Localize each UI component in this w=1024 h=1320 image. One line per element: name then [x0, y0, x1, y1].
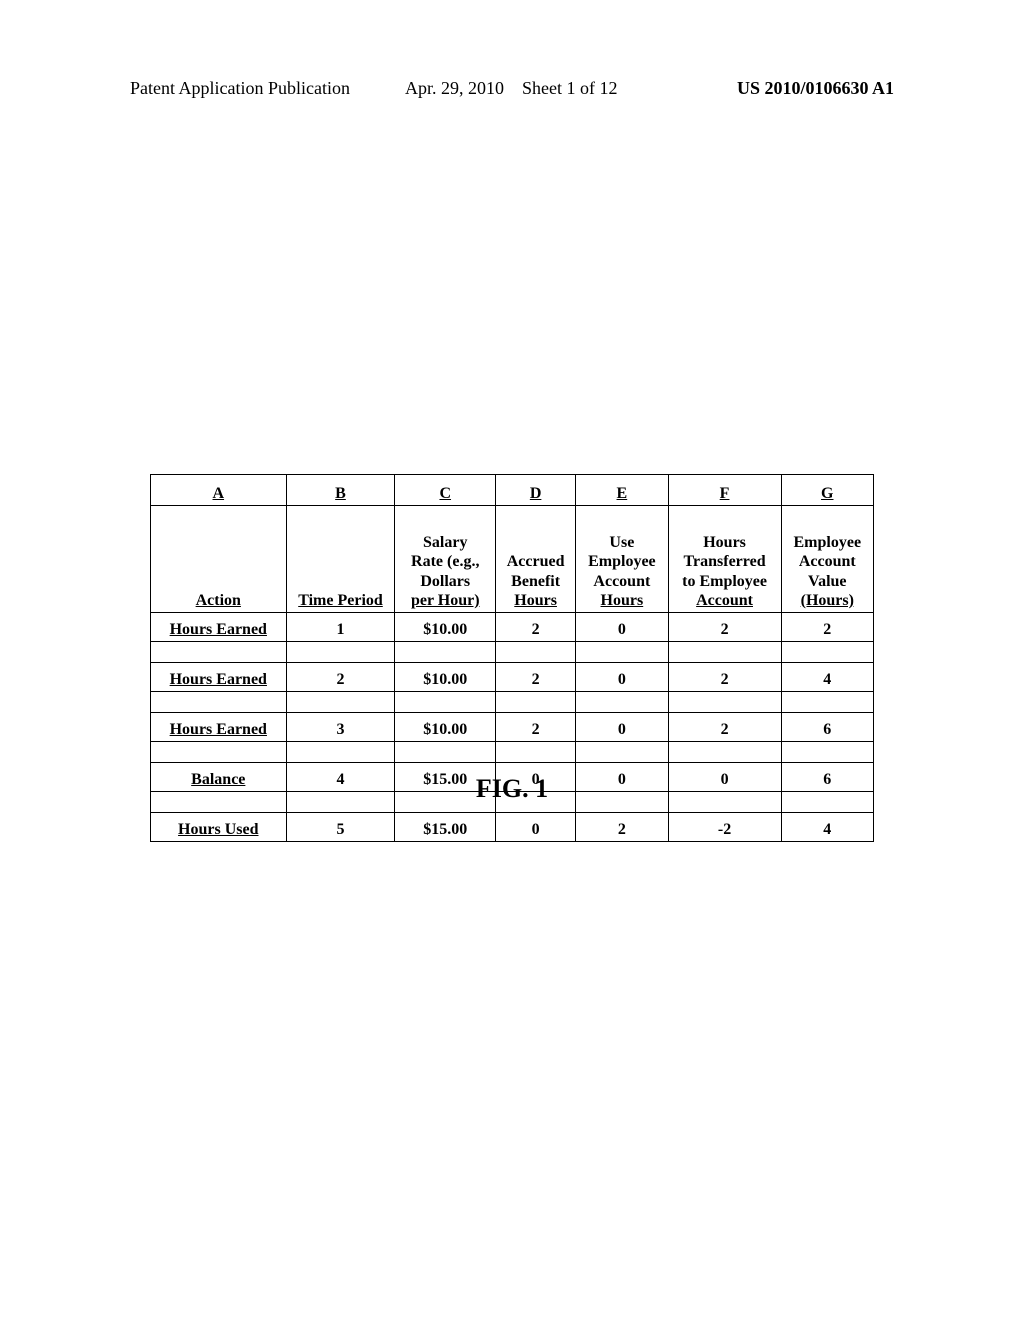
- col-header: SalaryRate (e.g.,Dollarsper Hour): [395, 506, 496, 613]
- cell: 2: [496, 663, 576, 692]
- cell: 0: [576, 663, 668, 692]
- table-row: Hours Earned 1 $10.00 2 0 2 2: [151, 613, 874, 642]
- table-row: Hours Earned 3 $10.00 2 0 2 6: [151, 713, 874, 742]
- col-letter: E: [576, 475, 668, 506]
- cell: 2: [781, 613, 873, 642]
- col-letter: C: [395, 475, 496, 506]
- col-letter: B: [286, 475, 395, 506]
- cell: 4: [781, 813, 873, 842]
- spacer-row: [151, 642, 874, 663]
- spacer-row: [151, 742, 874, 763]
- figure-caption: FIG. 1: [0, 774, 1024, 804]
- cell: $10.00: [395, 713, 496, 742]
- cell: $10.00: [395, 663, 496, 692]
- patent-page: Patent Application Publication Apr. 29, …: [0, 0, 1024, 1320]
- col-letter: D: [496, 475, 576, 506]
- col-letter: A: [151, 475, 287, 506]
- header-left: Patent Application Publication: [130, 78, 350, 99]
- action-cell: Hours Earned: [151, 613, 287, 642]
- spacer-row: [151, 692, 874, 713]
- table-row: Hours Earned 2 $10.00 2 0 2 4: [151, 663, 874, 692]
- action-cell: Hours Used: [151, 813, 287, 842]
- cell: 3: [286, 713, 395, 742]
- cell: -2: [668, 813, 781, 842]
- col-header: Time Period: [286, 506, 395, 613]
- col-header: AccruedBenefitHours: [496, 506, 576, 613]
- header-sheet: Sheet 1 of 12: [522, 78, 617, 98]
- cell: 0: [576, 613, 668, 642]
- cell: 0: [496, 813, 576, 842]
- action-cell: Hours Earned: [151, 713, 287, 742]
- col-header: Action: [151, 506, 287, 613]
- cell: 2: [668, 713, 781, 742]
- col-header: UseEmployeeAccountHours: [576, 506, 668, 613]
- cell: 2: [496, 613, 576, 642]
- col-letter: F: [668, 475, 781, 506]
- cell: 0: [576, 713, 668, 742]
- cell: 4: [781, 663, 873, 692]
- col-header: HoursTransferredto EmployeeAccount: [668, 506, 781, 613]
- table-row: Hours Used 5 $15.00 0 2 -2 4: [151, 813, 874, 842]
- cell: 2: [668, 663, 781, 692]
- column-letter-row: A B C D E F G: [151, 475, 874, 506]
- cell: 2: [496, 713, 576, 742]
- column-header-row: Action Time Period SalaryRate (e.g.,Doll…: [151, 506, 874, 613]
- header-date: Apr. 29, 2010: [405, 78, 504, 98]
- col-letter: G: [781, 475, 873, 506]
- header-center: Apr. 29, 2010 Sheet 1 of 12: [405, 78, 617, 99]
- cell: $15.00: [395, 813, 496, 842]
- cell: 2: [576, 813, 668, 842]
- action-cell: Hours Earned: [151, 663, 287, 692]
- cell: $10.00: [395, 613, 496, 642]
- cell: 2: [668, 613, 781, 642]
- cell: 5: [286, 813, 395, 842]
- cell: 1: [286, 613, 395, 642]
- header-pubnum: US 2010/0106630 A1: [737, 78, 894, 99]
- cell: 6: [781, 713, 873, 742]
- col-header: EmployeeAccountValue(Hours): [781, 506, 873, 613]
- cell: 2: [286, 663, 395, 692]
